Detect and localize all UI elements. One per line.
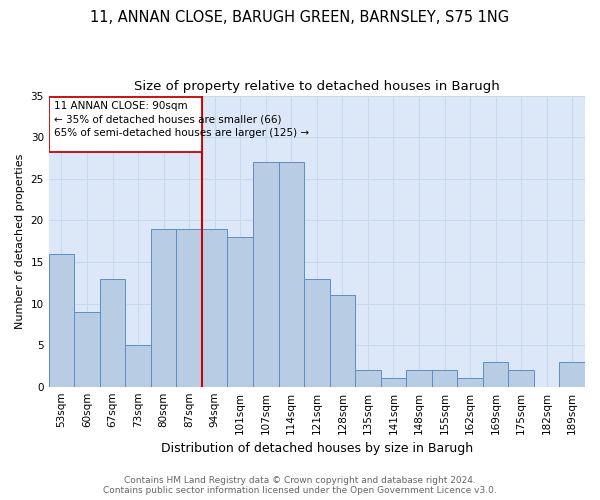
Bar	[253, 162, 278, 386]
Text: 11 ANNAN CLOSE: 90sqm: 11 ANNAN CLOSE: 90sqm	[54, 102, 187, 112]
Bar	[457, 378, 483, 386]
Bar	[74, 312, 100, 386]
Bar	[278, 162, 304, 386]
Bar	[100, 278, 125, 386]
X-axis label: Distribution of detached houses by size in Barugh: Distribution of detached houses by size …	[161, 442, 473, 455]
Text: 11, ANNAN CLOSE, BARUGH GREEN, BARNSLEY, S75 1NG: 11, ANNAN CLOSE, BARUGH GREEN, BARNSLEY,…	[91, 10, 509, 25]
Text: 65% of semi-detached houses are larger (125) →: 65% of semi-detached houses are larger (…	[54, 128, 309, 138]
Y-axis label: Number of detached properties: Number of detached properties	[15, 154, 25, 329]
Bar	[483, 362, 508, 386]
Bar	[355, 370, 380, 386]
Bar	[227, 237, 253, 386]
Bar	[125, 345, 151, 387]
Bar	[406, 370, 432, 386]
Bar	[508, 370, 534, 386]
Bar	[559, 362, 585, 386]
Bar	[176, 228, 202, 386]
Text: Contains HM Land Registry data © Crown copyright and database right 2024.
Contai: Contains HM Land Registry data © Crown c…	[103, 476, 497, 495]
Title: Size of property relative to detached houses in Barugh: Size of property relative to detached ho…	[134, 80, 500, 93]
Bar	[304, 278, 329, 386]
Bar	[49, 254, 74, 386]
Bar	[49, 97, 202, 152]
Bar	[432, 370, 457, 386]
Bar	[380, 378, 406, 386]
Bar	[151, 228, 176, 386]
Text: ← 35% of detached houses are smaller (66): ← 35% of detached houses are smaller (66…	[54, 114, 281, 124]
Bar	[202, 228, 227, 386]
Bar	[329, 295, 355, 386]
